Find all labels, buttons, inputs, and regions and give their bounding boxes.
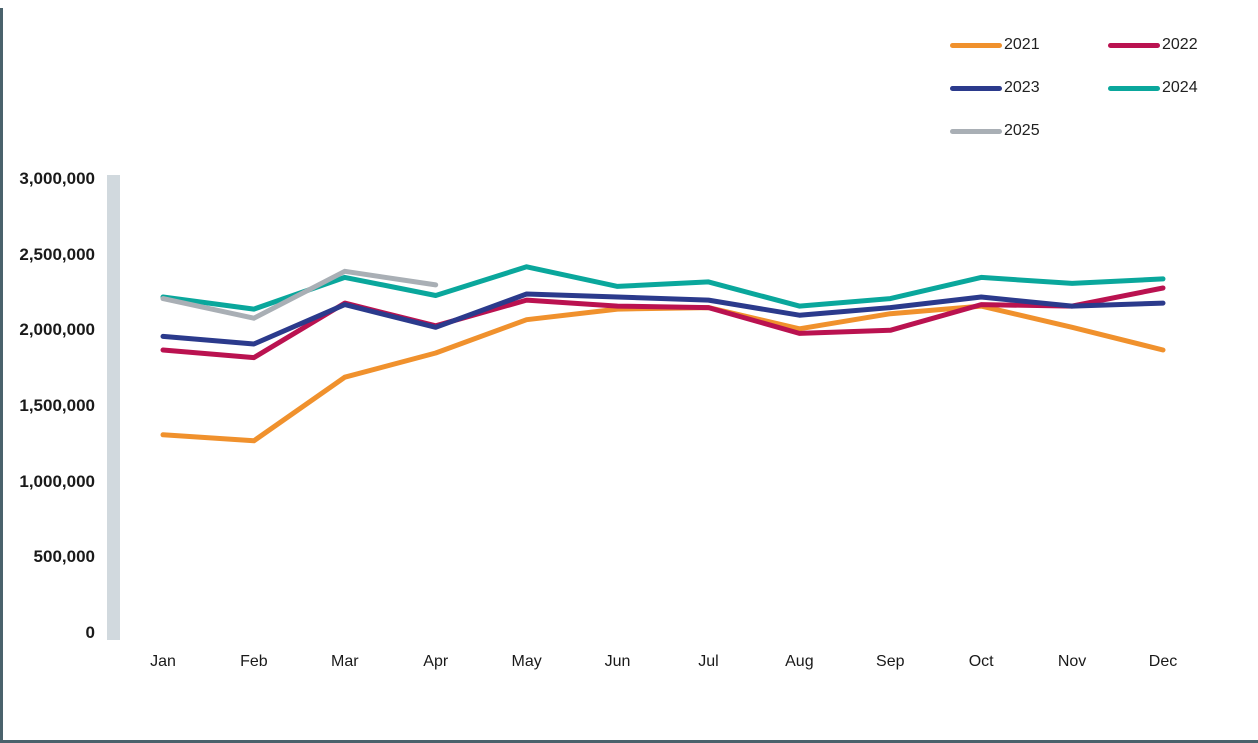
legend-swatch-2025	[950, 128, 1002, 134]
x-axis-label-oct: Oct	[968, 653, 994, 670]
legend-item-2022[interactable]: 2022	[1108, 30, 1258, 60]
plot-area	[160, 264, 1166, 444]
x-axis-label-jul: Jul	[698, 653, 719, 670]
y-axis-tick-label: 500,000	[33, 547, 95, 567]
x-axis-label-nov: Nov	[1057, 653, 1087, 670]
legend-item-2023[interactable]: 2023	[950, 73, 1108, 103]
legend-label: 2025	[1004, 122, 1040, 139]
x-axis-label-jan: Jan	[150, 653, 176, 670]
x-axis-label-may: May	[511, 653, 542, 670]
window-left-border	[0, 8, 3, 743]
x-axis-label-feb: Feb	[240, 653, 268, 670]
legend-label: 2022	[1162, 36, 1198, 53]
legend-item-2021[interactable]: 2021	[950, 30, 1108, 60]
legend: 2021 2022 2023 2024 2025	[950, 30, 1258, 146]
series-line-2025	[160, 268, 439, 321]
legend-swatch-2024	[1108, 85, 1160, 91]
legend-label: 2024	[1162, 79, 1198, 96]
y-axis-tick-label: 2,500,000	[19, 244, 95, 264]
x-axis-label-sep: Sep	[876, 653, 905, 670]
legend-swatch-2021	[950, 42, 1002, 48]
legend-item-2024[interactable]: 2024	[1108, 73, 1258, 103]
legend-label: 2021	[1004, 36, 1040, 53]
y-axis-tick-label: 1,000,000	[19, 471, 95, 491]
x-axis-label-mar: Mar	[331, 653, 359, 670]
legend-swatch-2022	[1108, 42, 1160, 48]
y-axis-tick-label: 2,000,000	[19, 320, 95, 340]
x-axis-label-apr: Apr	[423, 653, 449, 670]
series-line-2024	[160, 264, 1166, 312]
series-line-2021	[160, 303, 1166, 444]
legend-item-2025[interactable]: 2025	[950, 116, 1108, 146]
x-axis-label-dec: Dec	[1148, 653, 1178, 670]
window-bottom-border	[0, 740, 1258, 743]
legend-label: 2023	[1004, 79, 1040, 96]
legend-swatch-2023	[950, 85, 1002, 91]
y-axis-bar	[107, 175, 120, 640]
x-axis-label-aug: Aug	[785, 653, 814, 670]
y-axis-tick-label: 1,500,000	[19, 396, 95, 415]
y-axis-tick-label: 0	[85, 623, 95, 642]
y-axis-tick-label: 3,000,000	[19, 169, 95, 188]
x-axis-label-jun: Jun	[604, 653, 631, 670]
series-line-2023	[160, 291, 1166, 347]
